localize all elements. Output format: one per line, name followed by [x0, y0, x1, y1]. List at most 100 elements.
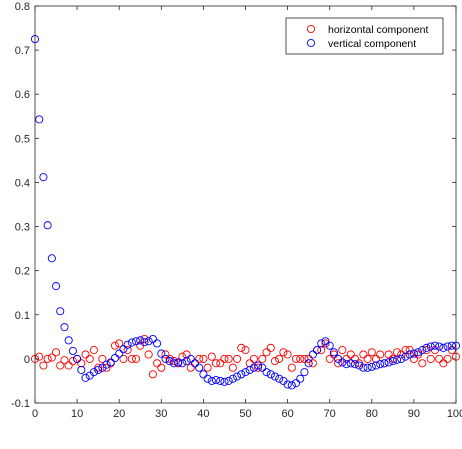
data-point [245, 359, 254, 368]
data-point [346, 350, 355, 359]
data-point [241, 346, 250, 355]
data-point [52, 348, 61, 357]
data-point [47, 254, 56, 263]
data-point [60, 356, 69, 365]
data-point [68, 346, 77, 356]
data-point [233, 354, 242, 363]
data-point [397, 354, 406, 363]
data-point [224, 354, 233, 363]
data-point [359, 350, 368, 359]
data-point [397, 350, 406, 359]
data-point [325, 354, 334, 363]
data-point [367, 348, 376, 357]
data-point [115, 349, 124, 358]
data-point [308, 359, 317, 368]
legend-marker [306, 38, 316, 48]
data-point [68, 357, 77, 366]
x-tick-label: 30 [155, 408, 167, 420]
data-point [245, 365, 254, 374]
data-point [308, 350, 317, 359]
data-point [443, 342, 452, 351]
data-point [317, 346, 326, 355]
data-point [207, 376, 216, 385]
data-point [414, 348, 423, 357]
data-point [254, 363, 263, 372]
data-point [401, 352, 410, 361]
legend-marker [306, 24, 316, 34]
data-point [321, 339, 330, 348]
data-point [388, 357, 397, 366]
data-point [300, 354, 309, 363]
data-point [98, 354, 107, 363]
data-point [110, 341, 120, 350]
data-point [186, 354, 195, 363]
data-point [409, 354, 418, 363]
data-point [220, 354, 229, 363]
data-point [186, 363, 195, 372]
data-point [89, 368, 98, 377]
data-point [123, 340, 132, 349]
data-point [98, 363, 107, 372]
data-point [228, 363, 237, 372]
data-point [102, 360, 111, 369]
data-point [296, 354, 305, 363]
data-point [43, 354, 52, 363]
data-point [77, 359, 86, 368]
data-point [136, 336, 145, 345]
x-tick-label: 10 [71, 408, 83, 420]
data-point [203, 374, 212, 383]
y-tick-label: 0.2 [15, 266, 30, 278]
data-point [195, 363, 204, 372]
data-point [426, 342, 435, 351]
data-point [73, 354, 82, 363]
data-point [224, 376, 233, 385]
data-point [426, 354, 435, 363]
data-point [363, 354, 372, 363]
data-point [435, 354, 444, 363]
data-point [439, 359, 448, 368]
data-point [447, 341, 456, 350]
data-point [43, 221, 52, 230]
data-point [363, 363, 372, 372]
data-point [211, 359, 221, 368]
data-point [405, 350, 414, 359]
data-point [241, 368, 250, 377]
data-point [115, 339, 124, 348]
data-point [270, 357, 280, 366]
data-point [258, 363, 267, 372]
data-point [380, 359, 389, 368]
data-point [430, 341, 440, 350]
data-point [94, 363, 103, 372]
data-point [161, 354, 170, 363]
data-point [393, 355, 402, 364]
data-point [119, 354, 128, 363]
data-point [35, 115, 44, 124]
data-point [127, 354, 136, 363]
data-point [342, 360, 351, 369]
data-point [233, 372, 242, 381]
data-point [52, 282, 61, 291]
y-tick-label: 0.7 [15, 45, 30, 57]
data-point [178, 359, 187, 368]
data-point [178, 352, 187, 361]
data-point [190, 359, 200, 368]
data-point [153, 359, 162, 368]
x-tick-label: 20 [113, 408, 125, 420]
data-point [169, 359, 178, 368]
data-point [161, 350, 170, 359]
data-point [199, 354, 208, 363]
data-point [140, 334, 149, 344]
data-point [296, 374, 305, 383]
data-point [367, 362, 376, 371]
data-point [77, 365, 86, 374]
data-point [157, 363, 166, 372]
data-point [384, 350, 393, 359]
y-tick-label: -0.1 [11, 398, 30, 410]
data-point [123, 346, 132, 355]
data-point [182, 350, 191, 359]
y-tick-label: 0.6 [15, 89, 30, 101]
data-point [47, 353, 56, 362]
plot-area [35, 6, 456, 403]
data-point [165, 357, 174, 366]
data-point [376, 350, 385, 359]
